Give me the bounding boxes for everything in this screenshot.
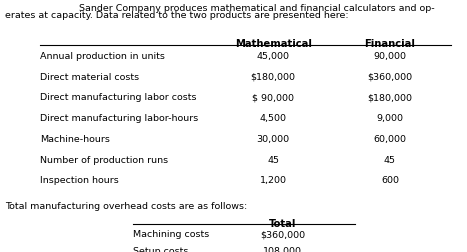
Text: Direct manufacturing labor costs: Direct manufacturing labor costs — [40, 93, 196, 102]
Text: Annual production in units: Annual production in units — [40, 52, 164, 61]
Text: 1,200: 1,200 — [260, 176, 287, 185]
Text: 60,000: 60,000 — [374, 134, 406, 143]
Text: Direct manufacturing labor-hours: Direct manufacturing labor-hours — [40, 114, 198, 123]
Text: Setup costs: Setup costs — [133, 246, 189, 252]
Text: 45: 45 — [384, 155, 396, 164]
Text: Mathematical: Mathematical — [235, 39, 311, 49]
Text: Machine-hours: Machine-hours — [40, 134, 110, 143]
Text: 9,000: 9,000 — [376, 114, 403, 123]
Text: $360,000: $360,000 — [368, 72, 412, 81]
Text: erates at capacity. Data related to the two products are presented here:: erates at capacity. Data related to the … — [5, 11, 348, 20]
Text: Direct material costs: Direct material costs — [40, 72, 139, 81]
Text: 108,000: 108,000 — [263, 246, 302, 252]
Text: $ 90,000: $ 90,000 — [252, 93, 294, 102]
Text: 45: 45 — [267, 155, 279, 164]
Text: Total manufacturing overhead costs are as follows:: Total manufacturing overhead costs are a… — [5, 202, 247, 211]
Text: 45,000: 45,000 — [257, 52, 290, 61]
Text: Inspection hours: Inspection hours — [40, 176, 119, 185]
Text: Sander Company produces mathematical and financial calculators and op-: Sander Company produces mathematical and… — [79, 4, 435, 13]
Text: Machining costs: Machining costs — [133, 229, 209, 238]
Text: $180,000: $180,000 — [251, 72, 296, 81]
Text: $360,000: $360,000 — [260, 229, 305, 238]
Text: 90,000: 90,000 — [374, 52, 406, 61]
Text: Total: Total — [269, 218, 296, 228]
Text: 30,000: 30,000 — [257, 134, 290, 143]
Text: 600: 600 — [381, 176, 399, 185]
Text: Financial: Financial — [365, 39, 415, 49]
Text: Number of production runs: Number of production runs — [40, 155, 168, 164]
Text: 4,500: 4,500 — [260, 114, 287, 123]
Text: $180,000: $180,000 — [368, 93, 412, 102]
